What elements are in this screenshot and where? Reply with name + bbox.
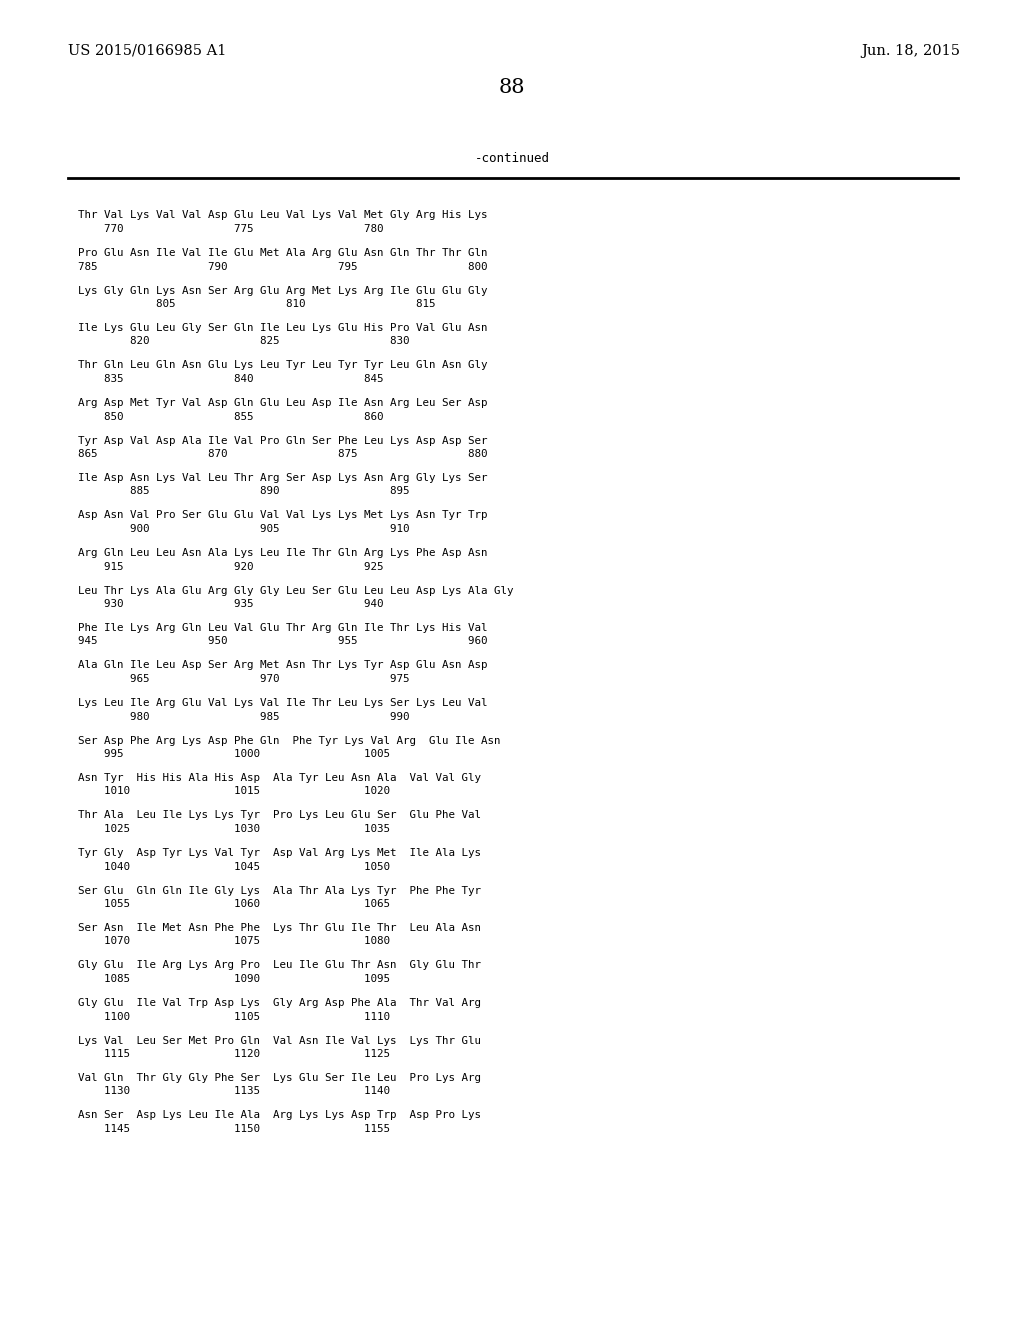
- Text: Ser Glu  Gln Gln Ile Gly Lys  Ala Thr Ala Lys Tyr  Phe Phe Tyr: Ser Glu Gln Gln Ile Gly Lys Ala Thr Ala …: [78, 886, 481, 895]
- Text: 1025                1030                1035: 1025 1030 1035: [78, 824, 390, 834]
- Text: 805                 810                 815: 805 810 815: [78, 300, 435, 309]
- Text: -continued: -continued: [474, 152, 550, 165]
- Text: Tyr Gly  Asp Tyr Lys Val Tyr  Asp Val Arg Lys Met  Ile Ala Lys: Tyr Gly Asp Tyr Lys Val Tyr Asp Val Arg …: [78, 847, 481, 858]
- Text: 1040                1045                1050: 1040 1045 1050: [78, 862, 390, 871]
- Text: 1100                1105                1110: 1100 1105 1110: [78, 1011, 390, 1022]
- Text: 915                 920                 925: 915 920 925: [78, 561, 384, 572]
- Text: 995                 1000                1005: 995 1000 1005: [78, 748, 390, 759]
- Text: Asn Ser  Asp Lys Leu Ile Ala  Arg Lys Lys Asp Trp  Asp Pro Lys: Asn Ser Asp Lys Leu Ile Ala Arg Lys Lys …: [78, 1110, 481, 1121]
- Text: Pro Glu Asn Ile Val Ile Glu Met Ala Arg Glu Asn Gln Thr Thr Gln: Pro Glu Asn Ile Val Ile Glu Met Ala Arg …: [78, 248, 487, 257]
- Text: Leu Thr Lys Ala Glu Arg Gly Gly Leu Ser Glu Leu Leu Asp Lys Ala Gly: Leu Thr Lys Ala Glu Arg Gly Gly Leu Ser …: [78, 586, 513, 595]
- Text: 865                 870                 875                 880: 865 870 875 880: [78, 449, 487, 459]
- Text: Asn Tyr  His His Ala His Asp  Ala Tyr Leu Asn Ala  Val Val Gly: Asn Tyr His His Ala His Asp Ala Tyr Leu …: [78, 774, 481, 783]
- Text: Arg Gln Leu Leu Asn Ala Lys Leu Ile Thr Gln Arg Lys Phe Asp Asn: Arg Gln Leu Leu Asn Ala Lys Leu Ile Thr …: [78, 548, 487, 558]
- Text: 1085                1090                1095: 1085 1090 1095: [78, 974, 390, 983]
- Text: Phe Ile Lys Arg Gln Leu Val Glu Thr Arg Gln Ile Thr Lys His Val: Phe Ile Lys Arg Gln Leu Val Glu Thr Arg …: [78, 623, 487, 634]
- Text: 965                 970                 975: 965 970 975: [78, 675, 410, 684]
- Text: Jun. 18, 2015: Jun. 18, 2015: [861, 44, 961, 58]
- Text: Ser Asp Phe Arg Lys Asp Phe Gln  Phe Tyr Lys Val Arg  Glu Ile Asn: Ser Asp Phe Arg Lys Asp Phe Gln Phe Tyr …: [78, 735, 501, 746]
- Text: Gly Glu  Ile Val Trp Asp Lys  Gly Arg Asp Phe Ala  Thr Val Arg: Gly Glu Ile Val Trp Asp Lys Gly Arg Asp …: [78, 998, 481, 1008]
- Text: Asp Asn Val Pro Ser Glu Glu Val Val Lys Lys Met Lys Asn Tyr Trp: Asp Asn Val Pro Ser Glu Glu Val Val Lys …: [78, 511, 487, 520]
- Text: Thr Val Lys Val Val Asp Glu Leu Val Lys Val Met Gly Arg His Lys: Thr Val Lys Val Val Asp Glu Leu Val Lys …: [78, 210, 487, 220]
- Text: 820                 825                 830: 820 825 830: [78, 337, 410, 346]
- Text: 980                 985                 990: 980 985 990: [78, 711, 410, 722]
- Text: Lys Leu Ile Arg Glu Val Lys Val Ile Thr Leu Lys Ser Lys Leu Val: Lys Leu Ile Arg Glu Val Lys Val Ile Thr …: [78, 698, 487, 708]
- Text: 1070                1075                1080: 1070 1075 1080: [78, 936, 390, 946]
- Text: US 2015/0166985 A1: US 2015/0166985 A1: [68, 44, 226, 58]
- Text: 930                 935                 940: 930 935 940: [78, 599, 384, 609]
- Text: Ile Lys Glu Leu Gly Ser Gln Ile Leu Lys Glu His Pro Val Glu Asn: Ile Lys Glu Leu Gly Ser Gln Ile Leu Lys …: [78, 323, 487, 333]
- Text: 900                 905                 910: 900 905 910: [78, 524, 410, 535]
- Text: 945                 950                 955                 960: 945 950 955 960: [78, 636, 487, 647]
- Text: 885                 890                 895: 885 890 895: [78, 487, 410, 496]
- Text: 835                 840                 845: 835 840 845: [78, 374, 384, 384]
- Text: 1130                1135                1140: 1130 1135 1140: [78, 1086, 390, 1097]
- Text: Thr Ala  Leu Ile Lys Lys Tyr  Pro Lys Leu Glu Ser  Glu Phe Val: Thr Ala Leu Ile Lys Lys Tyr Pro Lys Leu …: [78, 810, 481, 821]
- Text: Ile Asp Asn Lys Val Leu Thr Arg Ser Asp Lys Asn Arg Gly Lys Ser: Ile Asp Asn Lys Val Leu Thr Arg Ser Asp …: [78, 473, 487, 483]
- Text: Lys Val  Leu Ser Met Pro Gln  Val Asn Ile Val Lys  Lys Thr Glu: Lys Val Leu Ser Met Pro Gln Val Asn Ile …: [78, 1035, 481, 1045]
- Text: Tyr Asp Val Asp Ala Ile Val Pro Gln Ser Phe Leu Lys Asp Asp Ser: Tyr Asp Val Asp Ala Ile Val Pro Gln Ser …: [78, 436, 487, 446]
- Text: 88: 88: [499, 78, 525, 96]
- Text: 1055                1060                1065: 1055 1060 1065: [78, 899, 390, 909]
- Text: 770                 775                 780: 770 775 780: [78, 224, 384, 234]
- Text: Gly Glu  Ile Arg Lys Arg Pro  Leu Ile Glu Thr Asn  Gly Glu Thr: Gly Glu Ile Arg Lys Arg Pro Leu Ile Glu …: [78, 961, 481, 970]
- Text: Arg Asp Met Tyr Val Asp Gln Glu Leu Asp Ile Asn Arg Leu Ser Asp: Arg Asp Met Tyr Val Asp Gln Glu Leu Asp …: [78, 399, 487, 408]
- Text: Lys Gly Gln Lys Asn Ser Arg Glu Arg Met Lys Arg Ile Glu Glu Gly: Lys Gly Gln Lys Asn Ser Arg Glu Arg Met …: [78, 285, 487, 296]
- Text: Ala Gln Ile Leu Asp Ser Arg Met Asn Thr Lys Tyr Asp Glu Asn Asp: Ala Gln Ile Leu Asp Ser Arg Met Asn Thr …: [78, 660, 487, 671]
- Text: Thr Gln Leu Gln Asn Glu Lys Leu Tyr Leu Tyr Tyr Leu Gln Asn Gly: Thr Gln Leu Gln Asn Glu Lys Leu Tyr Leu …: [78, 360, 487, 371]
- Text: 1115                1120                1125: 1115 1120 1125: [78, 1049, 390, 1059]
- Text: 1145                1150                1155: 1145 1150 1155: [78, 1125, 390, 1134]
- Text: 850                 855                 860: 850 855 860: [78, 412, 384, 421]
- Text: 785                 790                 795                 800: 785 790 795 800: [78, 261, 487, 272]
- Text: Ser Asn  Ile Met Asn Phe Phe  Lys Thr Glu Ile Thr  Leu Ala Asn: Ser Asn Ile Met Asn Phe Phe Lys Thr Glu …: [78, 923, 481, 933]
- Text: Val Gln  Thr Gly Gly Phe Ser  Lys Glu Ser Ile Leu  Pro Lys Arg: Val Gln Thr Gly Gly Phe Ser Lys Glu Ser …: [78, 1073, 481, 1082]
- Text: 1010                1015                1020: 1010 1015 1020: [78, 787, 390, 796]
